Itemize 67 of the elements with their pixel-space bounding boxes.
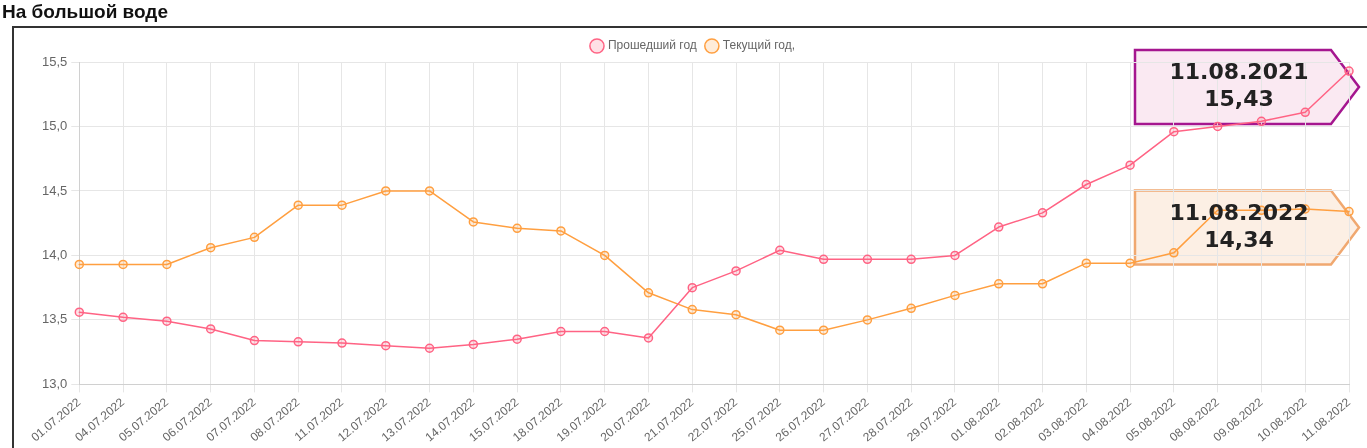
point <box>1344 206 1354 217</box>
point <box>337 200 347 210</box>
point <box>118 312 128 323</box>
point <box>512 223 522 234</box>
point <box>1081 179 1092 190</box>
point <box>162 259 172 270</box>
point <box>337 338 347 348</box>
point <box>74 259 85 270</box>
point <box>1125 160 1135 170</box>
point <box>775 325 785 335</box>
point <box>862 315 873 325</box>
point <box>1300 107 1310 118</box>
point <box>424 343 435 354</box>
point <box>818 325 829 335</box>
point <box>205 242 216 253</box>
point <box>950 290 960 301</box>
point <box>1125 258 1135 268</box>
point <box>293 337 303 347</box>
y-tick-label: 14,0 <box>41 247 68 262</box>
point <box>1344 66 1354 76</box>
point <box>162 316 172 326</box>
point <box>731 266 741 276</box>
chart-title: На большой воде <box>2 0 168 24</box>
point <box>862 254 873 265</box>
point <box>1256 116 1267 127</box>
point <box>556 226 566 236</box>
point <box>512 334 522 344</box>
point <box>1169 126 1179 137</box>
y-tick-label: 13,5 <box>41 311 68 327</box>
point <box>1212 121 1223 132</box>
point <box>687 282 698 293</box>
point <box>775 245 785 256</box>
point <box>993 279 1004 289</box>
point <box>381 186 391 196</box>
point <box>118 259 128 270</box>
point <box>468 217 479 227</box>
legend-label: Прошедший год <box>607 38 697 53</box>
point <box>293 200 303 210</box>
point <box>249 232 260 243</box>
point <box>381 340 391 351</box>
point <box>556 326 566 337</box>
point <box>1169 248 1179 258</box>
legend-label: Текущий год, <box>722 38 796 53</box>
y-tick-label: 15,5 <box>41 53 68 69</box>
point <box>1037 208 1048 218</box>
point <box>249 335 260 346</box>
y-tick-label: 15,0 <box>41 118 68 134</box>
point <box>1037 279 1048 289</box>
point <box>687 304 698 315</box>
point <box>643 333 654 343</box>
point <box>993 222 1004 232</box>
annotation: 11.08.2021 15,43 <box>1169 59 1309 112</box>
point <box>205 324 216 334</box>
point <box>468 339 479 350</box>
point <box>906 254 916 265</box>
point <box>818 254 829 265</box>
point <box>599 326 610 337</box>
point <box>424 186 435 196</box>
y-tick-label: 13,0 <box>41 375 68 391</box>
y-tick-label: 14,5 <box>41 182 68 198</box>
point <box>906 303 916 314</box>
point <box>74 307 85 317</box>
point <box>731 309 741 320</box>
point <box>950 250 960 261</box>
point <box>599 250 610 261</box>
point <box>643 288 654 298</box>
point <box>1081 258 1092 268</box>
